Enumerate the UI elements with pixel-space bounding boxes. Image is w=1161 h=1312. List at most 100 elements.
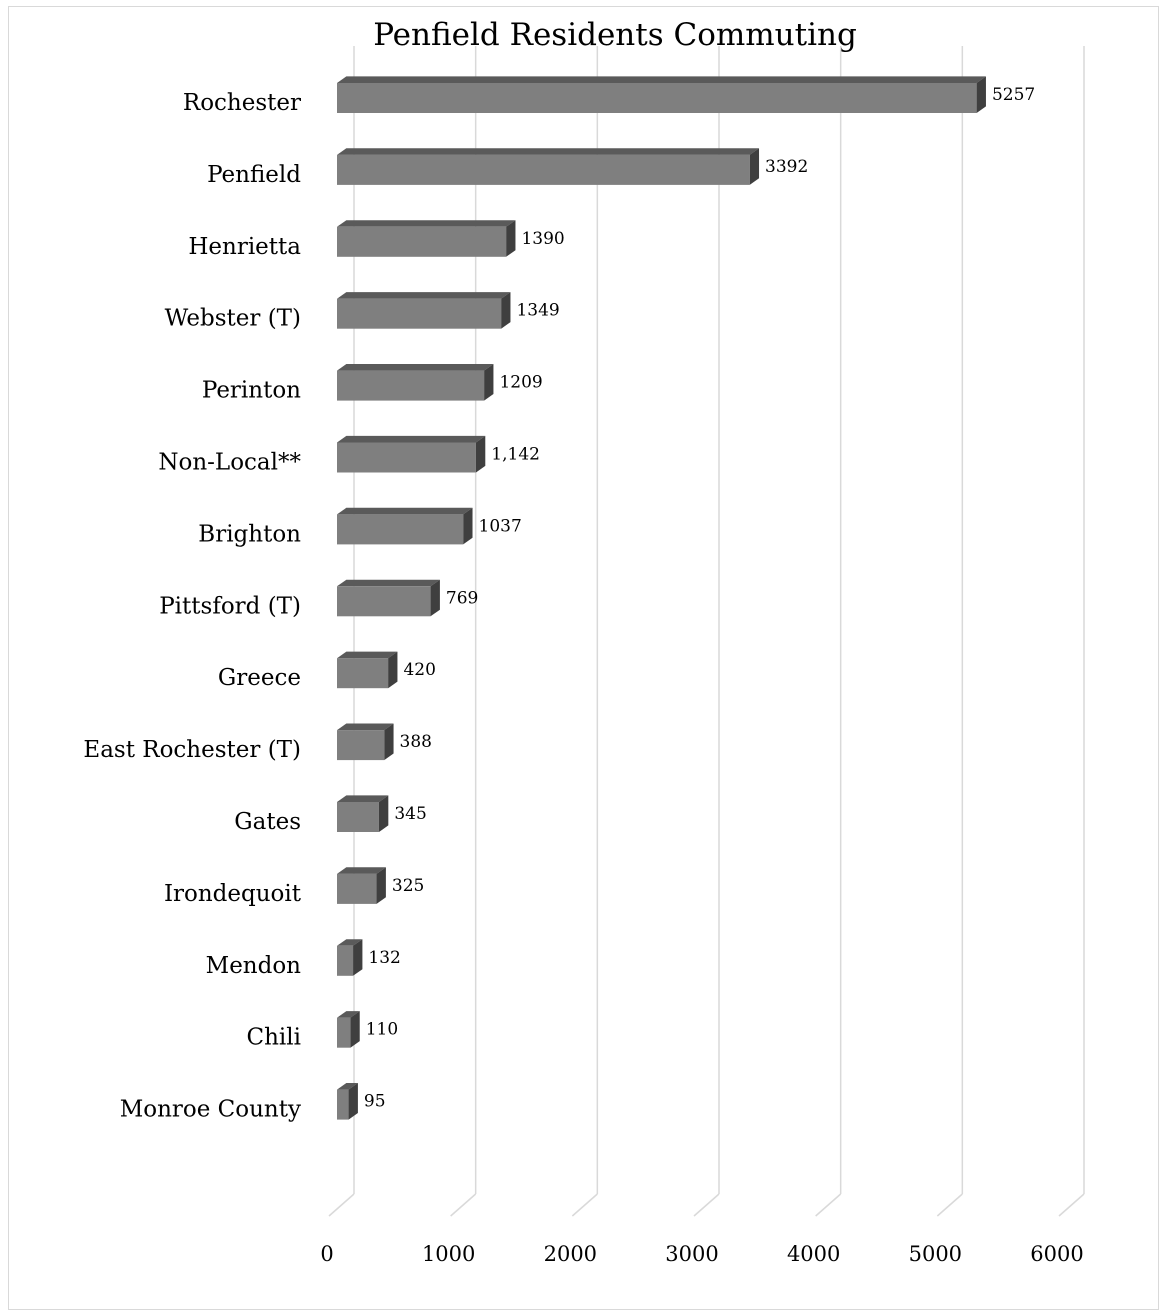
bar-side <box>976 76 986 113</box>
bar-top <box>337 1083 358 1090</box>
bar-front <box>337 658 389 689</box>
bar-side <box>484 364 494 401</box>
chart-frame <box>8 6 1159 1310</box>
category-label: Perinton <box>202 378 301 404</box>
category-label: Penfield <box>207 162 301 188</box>
data-label: 3392 <box>765 157 808 177</box>
data-label: 5257 <box>992 85 1035 105</box>
bar-side <box>501 292 511 329</box>
category-label: East Rochester (T) <box>83 737 301 763</box>
bar-top <box>337 867 386 874</box>
bar-front <box>337 945 354 976</box>
category-label: Gates <box>234 809 301 835</box>
bar <box>337 939 363 976</box>
category-labels: Rochester Penfield Henrietta Webster (T) Per… <box>83 90 301 1123</box>
gridline-floor <box>693 1193 720 1217</box>
gridline-floor <box>571 1193 598 1217</box>
bar <box>337 148 760 185</box>
bar-top <box>337 1011 360 1018</box>
bar-side <box>353 939 363 976</box>
bar <box>337 364 494 401</box>
data-label: 420 <box>403 660 435 680</box>
bar-side <box>378 795 389 832</box>
bar-side <box>506 220 516 257</box>
chart-title: Penfield Residents Commuting <box>373 17 857 53</box>
bar <box>337 292 511 329</box>
bar-top <box>337 723 394 731</box>
category-label: Brighton <box>198 521 301 547</box>
bar-top <box>337 220 516 227</box>
bar-front <box>337 442 476 473</box>
gridline-floor <box>450 1193 477 1217</box>
bar-front <box>337 873 377 904</box>
category-label: Mendon <box>206 953 302 979</box>
x-tick-label: 4000 <box>787 1242 840 1266</box>
category-label: Pittsford (T) <box>159 593 301 619</box>
bar-front <box>337 730 385 761</box>
category-label: Irondequoit <box>164 881 302 907</box>
category-label: Non-Local** <box>158 450 301 476</box>
gridline-floor <box>328 1193 355 1217</box>
bar <box>337 507 473 545</box>
bar-top <box>337 795 389 802</box>
data-label: 1349 <box>516 301 559 321</box>
bar-front <box>337 514 464 545</box>
bar <box>337 1083 358 1120</box>
bar-side <box>430 579 440 617</box>
bar-top <box>337 292 511 299</box>
gridline-floor <box>936 1193 963 1217</box>
data-labels: 5257 3392 1390 1349 1209 1,142 1037 769 420 388 34… <box>364 85 1035 1112</box>
category-label: Henrietta <box>188 234 301 260</box>
bar-front <box>337 1089 349 1120</box>
data-label: 1209 <box>499 373 542 393</box>
x-tick-label: 5000 <box>909 1242 962 1266</box>
bar-front <box>337 586 431 617</box>
bar <box>337 867 386 904</box>
bar-side <box>350 1011 360 1048</box>
bar <box>337 579 440 617</box>
bar-top <box>337 76 986 83</box>
bar-side <box>475 435 486 473</box>
bar-side <box>463 507 473 545</box>
bar-side <box>749 148 760 185</box>
bar-top <box>337 364 494 371</box>
bar-top <box>337 579 440 587</box>
category-label: Chili <box>247 1025 301 1051</box>
x-tick-label: 0 <box>320 1242 333 1266</box>
bar <box>337 1011 360 1048</box>
data-label: 95 <box>364 1092 386 1112</box>
bar <box>337 795 389 832</box>
bar-top <box>337 939 363 946</box>
category-label: Rochester <box>183 90 301 116</box>
data-label: 1037 <box>479 516 522 536</box>
bar <box>337 220 516 257</box>
bar-side <box>376 867 386 904</box>
data-label: 769 <box>446 588 478 608</box>
data-label: 132 <box>368 948 400 968</box>
bar-front <box>337 802 379 832</box>
category-label: Monroe County <box>120 1097 301 1123</box>
x-tick-label: 1000 <box>422 1242 475 1266</box>
bar-side <box>384 723 394 761</box>
bar-top <box>337 651 398 659</box>
data-label: 325 <box>392 876 424 896</box>
x-tick-label: 6000 <box>1030 1242 1083 1266</box>
bar-front <box>337 1017 351 1048</box>
data-label: 345 <box>394 804 426 824</box>
x-tick-label: 3000 <box>665 1242 718 1266</box>
bar-top <box>337 148 760 155</box>
data-label: 388 <box>400 732 432 752</box>
bars <box>337 76 986 1120</box>
bar-side <box>348 1083 358 1120</box>
bar-front <box>337 154 750 185</box>
bar-front <box>337 370 485 401</box>
bar-top <box>337 507 473 515</box>
bar-top <box>337 435 486 443</box>
bar-front <box>337 298 502 329</box>
bar-front <box>337 226 507 257</box>
bar <box>337 651 398 689</box>
bar-side <box>388 651 398 689</box>
bar <box>337 723 394 761</box>
data-label: 1,142 <box>491 445 540 465</box>
data-label: 1390 <box>521 229 564 249</box>
